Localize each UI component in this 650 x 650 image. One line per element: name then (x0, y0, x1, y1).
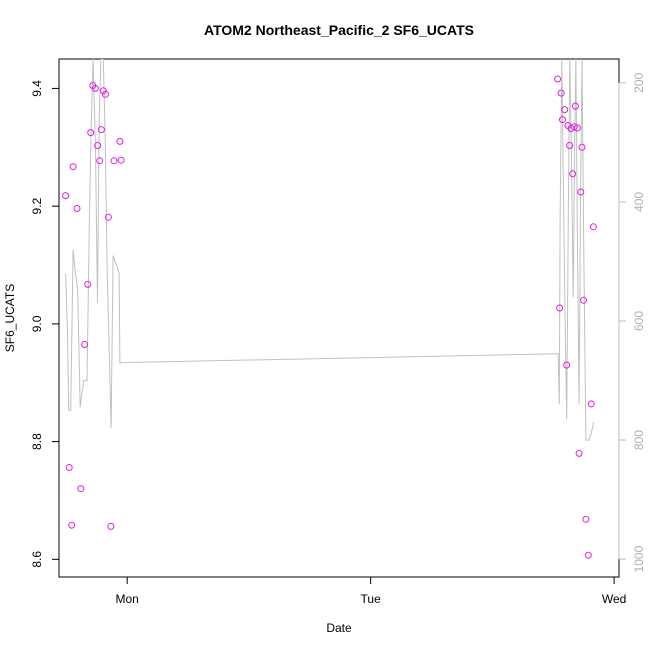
data-point (580, 296, 587, 304)
data-point (561, 106, 569, 114)
data-point (91, 84, 99, 92)
data-point (573, 124, 581, 132)
line-series (65, 59, 595, 441)
data-point (102, 90, 109, 98)
data-point (569, 170, 577, 178)
point-series (62, 75, 597, 559)
y-tick-label: 9.0 (30, 315, 44, 332)
data-point (557, 89, 565, 97)
data-point (104, 213, 112, 221)
data-point (117, 156, 125, 164)
plot-frame (58, 58, 620, 578)
data-point (62, 192, 70, 200)
data-point (84, 280, 92, 288)
data-point (563, 361, 571, 369)
right-tick-label: 600 (632, 311, 646, 331)
y-tick-label: 9.4 (30, 80, 44, 97)
x-tick-label: Mon (116, 592, 139, 606)
data-point (589, 223, 597, 231)
y-tick-label: 8.6 (30, 551, 44, 568)
chart-title: ATOM2 Northeast_Pacific_2 SF6_UCATS (204, 22, 474, 38)
x-tick-label: Tue (361, 592, 382, 606)
data-point (559, 116, 566, 124)
x-tick-label: Wed (602, 592, 626, 606)
data-point (116, 137, 124, 145)
data-point (94, 142, 102, 149)
data-point (81, 341, 89, 348)
line-path (65, 59, 595, 441)
data-point (582, 515, 590, 523)
data-point (578, 143, 586, 151)
data-point (575, 449, 583, 457)
data-point (107, 522, 115, 530)
data-point (97, 126, 105, 134)
data-point (584, 551, 592, 559)
data-point (554, 75, 562, 83)
data-point (556, 304, 564, 312)
y-axis-label: SF6_UCATS (3, 284, 17, 352)
data-point (110, 157, 118, 165)
axes: Mon Tue Wed 8.6 8.8 9.0 9.2 9.4 200 400 600 800 1000 (30, 72, 646, 606)
data-point (65, 464, 73, 471)
right-tick-label: 400 (632, 192, 646, 212)
data-point (587, 400, 595, 408)
right-tick-label: 800 (632, 430, 646, 450)
right-tick-label: 1000 (632, 545, 646, 572)
data-point (571, 102, 579, 110)
data-point (577, 188, 585, 196)
right-tick-label: 200 (632, 72, 646, 92)
y-tick-label: 9.2 (30, 198, 44, 215)
data-point (570, 123, 578, 131)
y-tick-label: 8.8 (30, 433, 44, 450)
data-point (99, 87, 107, 95)
data-point (87, 129, 95, 137)
x-axis-label: Date (326, 621, 352, 635)
data-point (69, 163, 77, 171)
data-point (68, 521, 76, 529)
data-point (96, 157, 104, 165)
data-point (73, 205, 81, 212)
data-point (566, 142, 574, 149)
data-point (77, 485, 85, 493)
